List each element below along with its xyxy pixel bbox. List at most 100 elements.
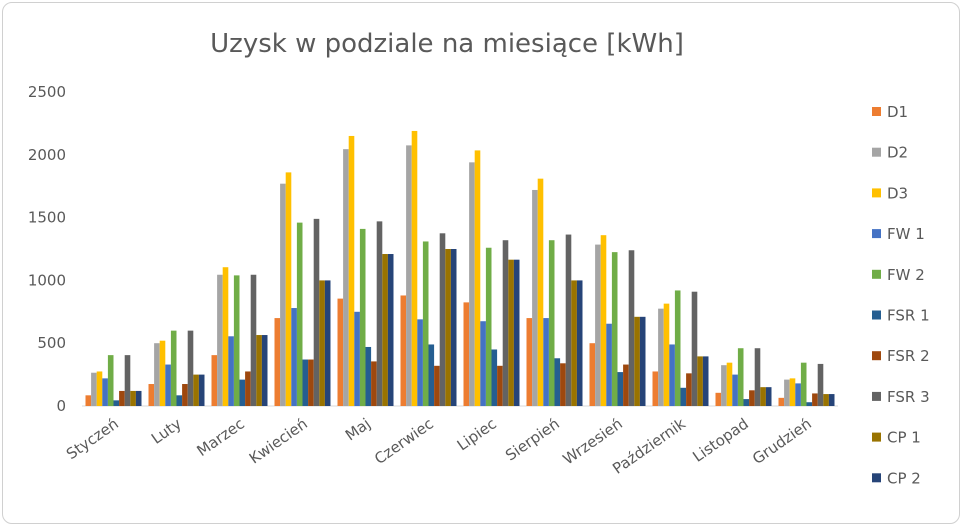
bar-fsr-2-11 xyxy=(812,393,818,406)
bar-fsr-2-9 xyxy=(686,373,692,406)
bar-fsr-2-6 xyxy=(497,365,503,406)
bar-fsr-2-7 xyxy=(560,363,566,406)
bar-fsr-2-4 xyxy=(371,361,377,406)
x-category-label: Grudzień xyxy=(749,415,815,469)
bar-d2-6 xyxy=(469,162,475,406)
bar-d1-4 xyxy=(337,298,344,406)
bar-fsr-3-3 xyxy=(313,218,320,406)
bar-d2-0 xyxy=(91,372,97,406)
y-tick-label: 1000 xyxy=(28,271,66,289)
bar-fw-2-9 xyxy=(674,290,681,406)
legend-label: FSR 2 xyxy=(887,347,930,365)
bar-fw-1-8 xyxy=(606,323,612,406)
legend-label: D3 xyxy=(887,184,908,202)
bar-fsr-1-3 xyxy=(302,359,309,406)
bar-d1-11 xyxy=(778,397,785,406)
bar-cp-2-6 xyxy=(513,259,520,406)
bar-fsr-3-5 xyxy=(439,233,446,406)
y-tick-label: 2500 xyxy=(28,83,66,101)
bar-d2-11 xyxy=(784,379,790,406)
bar-fw-2-4 xyxy=(359,228,366,406)
bar-fsr-2-10 xyxy=(749,390,755,406)
bar-cp-1-11 xyxy=(823,394,829,406)
legend-swatch xyxy=(872,391,881,401)
bar-fw-1-2 xyxy=(228,336,234,406)
legend-swatch xyxy=(872,147,881,157)
bar-fsr-1-1 xyxy=(176,395,183,406)
bar-d1-1 xyxy=(148,384,155,406)
legend-label: FW 2 xyxy=(887,266,925,284)
bar-fw-1-9 xyxy=(669,344,675,406)
bar-fsr-1-11 xyxy=(806,402,813,406)
bar-fw-1-5 xyxy=(417,319,423,406)
x-category-label: Listopad xyxy=(689,415,751,466)
bar-cp-1-3 xyxy=(319,280,325,406)
bar-fsr-3-8 xyxy=(628,250,635,406)
bar-d2-9 xyxy=(658,308,664,406)
x-category-label: Lipiec xyxy=(454,415,500,455)
bar-d1-5 xyxy=(400,295,407,406)
bar-cp-2-8 xyxy=(639,316,646,406)
y-tick-label: 1500 xyxy=(28,209,66,227)
y-axis: 0 500 1000 1500 2000 2500 xyxy=(28,83,66,415)
bar-fsr-2-2 xyxy=(245,371,251,406)
legend-swatch xyxy=(872,432,881,442)
bar-fsr-3-2 xyxy=(250,274,257,406)
bar-cp-2-0 xyxy=(135,390,142,406)
bar-fsr-3-10 xyxy=(754,348,761,406)
bar-cp-2-9 xyxy=(702,356,709,406)
bar-cp-1-6 xyxy=(508,259,514,406)
x-category-label: Sierpień xyxy=(502,415,563,465)
bar-fsr-1-5 xyxy=(428,344,435,406)
bar-fw-2-3 xyxy=(296,222,303,406)
bar-d3-10 xyxy=(726,362,733,406)
bar-fw-1-6 xyxy=(480,321,486,406)
bar-cp-1-1 xyxy=(193,374,199,406)
legend-swatch xyxy=(872,269,881,279)
bar-cp-2-10 xyxy=(765,387,772,406)
x-category-label: Kwiecień xyxy=(246,415,311,468)
bar-fw-2-7 xyxy=(548,240,555,406)
bar-fw-1-0 xyxy=(102,378,108,406)
bar-d2-5 xyxy=(406,145,412,406)
bar-d3-7 xyxy=(537,178,544,406)
bar-d3-3 xyxy=(285,172,292,406)
legend-label: FSR 3 xyxy=(887,388,930,406)
bar-cp-1-9 xyxy=(697,356,703,406)
bar-fsr-1-6 xyxy=(491,349,498,406)
bar-fsr-2-5 xyxy=(434,365,440,406)
legend-label: FSR 1 xyxy=(887,307,930,325)
bar-cp-1-10 xyxy=(760,387,766,406)
bar-fw-1-7 xyxy=(543,318,549,406)
legend-swatch xyxy=(872,188,881,198)
bar-d1-6 xyxy=(463,302,470,406)
bar-fw-2-6 xyxy=(485,247,492,406)
x-category-label: Luty xyxy=(148,414,185,447)
legend: D1 D2 D3 FW 1 FW 2 FSR 1 FSR 2 FSR 3 CP 1 CP 2 xyxy=(872,103,930,487)
bar-d3-5 xyxy=(411,130,418,406)
bar-d2-8 xyxy=(595,244,601,406)
bar-cp-2-3 xyxy=(324,280,331,406)
bar-fsr-3-1 xyxy=(187,330,194,406)
bar-d2-1 xyxy=(154,343,160,406)
bar-d3-4 xyxy=(348,135,355,406)
bar-cp-2-5 xyxy=(450,249,457,406)
bar-cp-1-7 xyxy=(571,280,577,406)
bar-fw-2-10 xyxy=(737,348,744,406)
bar-d2-3 xyxy=(280,183,286,406)
bar-cp-2-11 xyxy=(828,394,835,406)
bar-d2-7 xyxy=(532,189,538,406)
bar-cp-1-0 xyxy=(130,390,136,406)
bar-cp-1-5 xyxy=(445,249,451,406)
bar-fsr-1-2 xyxy=(239,379,246,406)
bar-d2-2 xyxy=(217,274,223,406)
bar-cp-2-2 xyxy=(261,335,268,406)
legend-swatch xyxy=(872,351,881,361)
bar-d2-4 xyxy=(343,149,349,406)
legend-swatch xyxy=(872,473,881,483)
bar-fsr-3-4 xyxy=(376,221,383,406)
bar-d3-9 xyxy=(663,303,670,406)
y-tick-label: 500 xyxy=(37,334,66,352)
bar-fsr-3-6 xyxy=(502,240,509,406)
